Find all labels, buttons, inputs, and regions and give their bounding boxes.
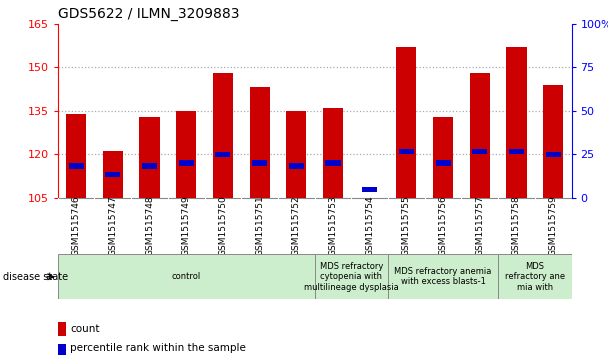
Text: MDS refractory
cytopenia with
multilineage dysplasia: MDS refractory cytopenia with multilinea… [304,262,399,292]
Bar [399,149,414,154]
Text: GSM1515757: GSM1515757 [475,196,485,256]
Text: GSM1515748: GSM1515748 [145,196,154,256]
Bar [105,172,120,177]
Bar [176,111,196,198]
Text: GSM1515758: GSM1515758 [512,196,521,256]
Text: GSM1515746: GSM1515746 [72,196,81,256]
Bar [103,151,123,198]
Bar [249,87,270,198]
Bar [139,117,159,198]
Bar [325,160,340,166]
Bar [472,149,488,154]
Bar [142,163,157,168]
Bar [66,114,86,198]
Bar [498,254,572,299]
Bar [433,117,453,198]
Bar [470,73,490,198]
Text: GSM1515755: GSM1515755 [402,196,411,256]
Text: control: control [171,272,201,281]
Text: GDS5622 / ILMN_3209883: GDS5622 / ILMN_3209883 [58,7,240,21]
Text: GSM1515753: GSM1515753 [328,196,337,256]
Text: disease state: disease state [3,272,68,282]
Text: GSM1515747: GSM1515747 [108,196,117,256]
Bar [58,254,315,299]
Bar [179,160,194,166]
Bar [506,47,527,198]
Bar [545,152,561,157]
Text: GSM1515750: GSM1515750 [218,196,227,256]
Text: GSM1515759: GSM1515759 [548,196,558,256]
Bar [252,160,267,166]
Bar [509,149,524,154]
Bar [396,47,416,198]
Text: GSM1515749: GSM1515749 [182,196,191,256]
Bar [543,85,563,198]
Text: GSM1515751: GSM1515751 [255,196,264,256]
Text: count: count [70,323,100,334]
Bar [286,111,306,198]
Bar [388,254,498,299]
Bar [362,187,377,192]
Bar [315,254,388,299]
Bar [323,108,343,198]
Text: MDS
refractory ane
mia with: MDS refractory ane mia with [505,262,565,292]
Bar [435,160,451,166]
Bar [215,152,230,157]
Text: GSM1515754: GSM1515754 [365,196,374,256]
Text: GSM1515756: GSM1515756 [438,196,447,256]
Bar [69,163,84,168]
Bar [213,73,233,198]
Text: MDS refractory anemia
with excess blasts-1: MDS refractory anemia with excess blasts… [395,267,492,286]
Text: percentile rank within the sample: percentile rank within the sample [70,343,246,354]
Text: GSM1515752: GSM1515752 [292,196,301,256]
Bar [289,163,304,168]
